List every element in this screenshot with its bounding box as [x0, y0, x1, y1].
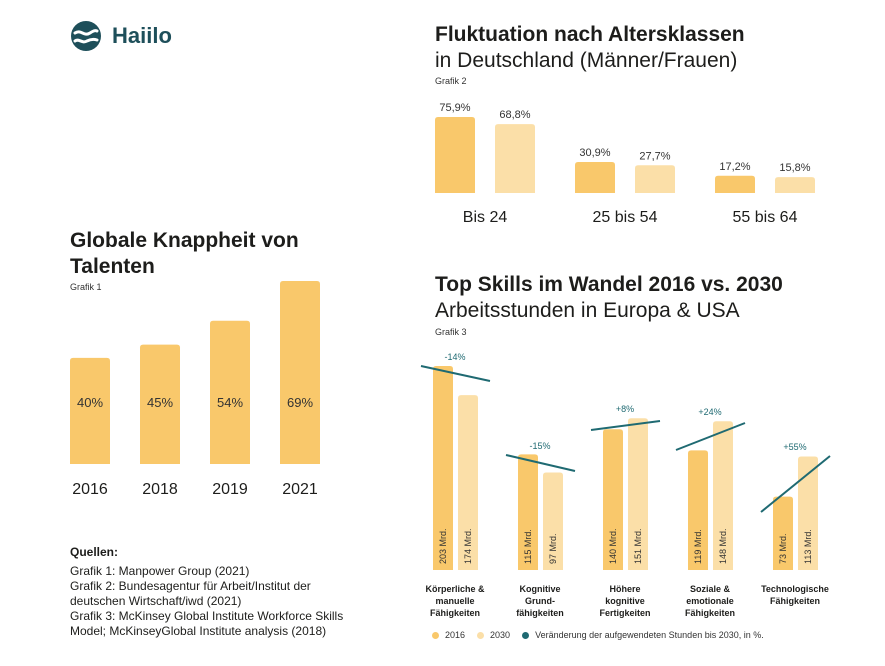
chart3-title: Top Skills im Wandel 2016 vs. 2030 [435, 273, 783, 296]
chart2-value-label: 17,2% [719, 161, 750, 173]
chart3-value-label: 97 Mrd. [548, 533, 558, 564]
chart3-trend-line [675, 422, 746, 451]
chart3-bar [628, 418, 648, 570]
source-line: Grafik 3: McKinsey Global Institute Work… [70, 609, 344, 623]
chart3-value-label: 151 Mrd. [633, 528, 643, 564]
chart3-tick-label: Fähigkeiten [430, 608, 480, 618]
chart3-trend-line [505, 454, 576, 472]
source-line: Grafik 2: Bundesagentur für Arbeit/Insti… [70, 579, 311, 593]
chart3-change-label: -15% [529, 441, 550, 451]
chart3-legend: 2016 2030 Veränderung der aufgewendeten … [432, 630, 764, 640]
chart2-bar [775, 177, 815, 193]
legend-trend-swatch [522, 631, 530, 639]
chart3-tick-label: Körperliche & [425, 584, 485, 594]
chart1-bar [70, 357, 110, 464]
chart2-bar [635, 165, 675, 193]
chart3-change-label: +8% [616, 404, 634, 414]
chart3-tick-label: manuelle [435, 596, 474, 606]
chart3-tick-label: Höhere [609, 584, 640, 594]
chart3-bar [518, 454, 538, 570]
chart3-tick-label: Technologische [761, 584, 829, 594]
chart3-value-label: 203 Mrd. [438, 528, 448, 564]
chart3-change-label: +24% [698, 407, 721, 417]
chart3-tick-label: Kognitive [519, 584, 560, 594]
chart1-tick-label: 2021 [282, 481, 318, 498]
chart3-value-label: 115 Mrd. [523, 529, 533, 564]
chart3-bar [458, 395, 478, 570]
chart1-tick-label: 2019 [212, 481, 248, 498]
chart3-trend-line [420, 365, 491, 382]
chart3-trend-line [590, 420, 661, 431]
chart3-bar [543, 472, 563, 570]
chart2-caption: Grafik 2 [435, 76, 467, 86]
chart3-bar [688, 450, 708, 570]
legend-2030-swatch [477, 631, 485, 639]
sources-title: Quellen: [70, 545, 119, 559]
chart2-value-label: 75,9% [439, 102, 470, 114]
chart2-subtitle: in Deutschland (Männer/Frauen) [435, 49, 738, 72]
chart3-value-label: 73 Mrd. [778, 533, 788, 564]
chart2-bar [575, 162, 615, 193]
chart2-value-label: 15,8% [779, 162, 810, 174]
chart2-tick-label: Bis 24 [463, 209, 508, 226]
chart3-tick-label: Fähigkeiten [770, 596, 820, 606]
legend-2016-label: 2016 [445, 630, 466, 640]
chart3-bar [798, 456, 818, 570]
haiilo-logo-icon [71, 21, 101, 51]
chart3-tick-label: Fertigkeiten [599, 608, 650, 618]
chart3-tick-label: fähigkeiten [516, 608, 564, 618]
chart3-subtitle: Arbeitsstunden in Europa & USA [435, 299, 740, 322]
chart3-bar [713, 421, 733, 570]
chart3-value-label: 174 Mrd. [463, 528, 473, 564]
chart3-value-label: 113 Mrd. [803, 529, 813, 564]
legend-2030-label: 2030 [490, 630, 511, 640]
source-line: Grafik 1: Manpower Group (2021) [70, 564, 250, 578]
source-line: deutschen Wirtschaft/iwd (2021) [70, 594, 242, 608]
chart1-bar [140, 344, 180, 464]
chart1-value-label: 69% [287, 395, 313, 410]
chart3-tick-label: Fähigkeiten [685, 608, 735, 618]
chart2-tick-label: 55 bis 64 [733, 209, 798, 226]
chart3-value-label: 148 Mrd. [718, 528, 728, 564]
chart3-value-label: 119 Mrd. [693, 529, 703, 564]
chart3-tick-label: Grund- [525, 596, 555, 606]
chart1-value-label: 40% [77, 395, 103, 410]
chart3-change-label: -14% [444, 352, 465, 362]
chart2-value-label: 30,9% [579, 147, 610, 159]
chart2-value-label: 27,7% [639, 150, 670, 162]
chart2-title: Fluktuation nach Altersklassen [435, 23, 745, 46]
legend-trend-label: Veränderung der aufgewendeten Stunden bi… [535, 630, 764, 640]
brand-logo: Haiilo [70, 20, 172, 52]
sources-block: Quellen: Grafik 1: Manpower Group (2021)… [70, 545, 410, 639]
chart1-tick-label: 2018 [142, 481, 178, 498]
chart2-bar [435, 117, 475, 193]
chart3-value-label: 140 Mrd. [608, 528, 618, 564]
chart1-value-label: 54% [217, 395, 243, 410]
chart3-tick-label: Soziale & [690, 584, 731, 594]
chart2-tick-label: 25 bis 54 [593, 209, 658, 226]
chart1-caption: Grafik 1 [70, 282, 102, 292]
chart1-title: Globale Knappheit von Talenten [70, 229, 299, 278]
chart3-tick-label: emotionale [686, 596, 734, 606]
chart3-trend-line [760, 455, 831, 513]
chart3-tick-label: kognitive [605, 596, 645, 606]
chart1-value-label: 45% [147, 395, 173, 410]
chart1-bar [280, 281, 320, 464]
brand-name: Haiilo [112, 23, 172, 48]
chart3-caption: Grafik 3 [435, 327, 467, 337]
chart3-change-label: +55% [783, 442, 806, 452]
legend-2016-swatch [432, 631, 439, 639]
chart3-bar [433, 366, 453, 570]
source-line: Model; McKinseyGlobal Institute analysis… [70, 624, 327, 638]
chart3-bar [603, 429, 623, 570]
chart1-tick-label: 2016 [72, 481, 108, 498]
chart2-value-label: 68,8% [499, 109, 530, 121]
chart2-bar [715, 175, 755, 193]
chart1-bar [210, 320, 250, 464]
chart2-bar [495, 124, 535, 193]
chart3-bar [773, 496, 793, 570]
